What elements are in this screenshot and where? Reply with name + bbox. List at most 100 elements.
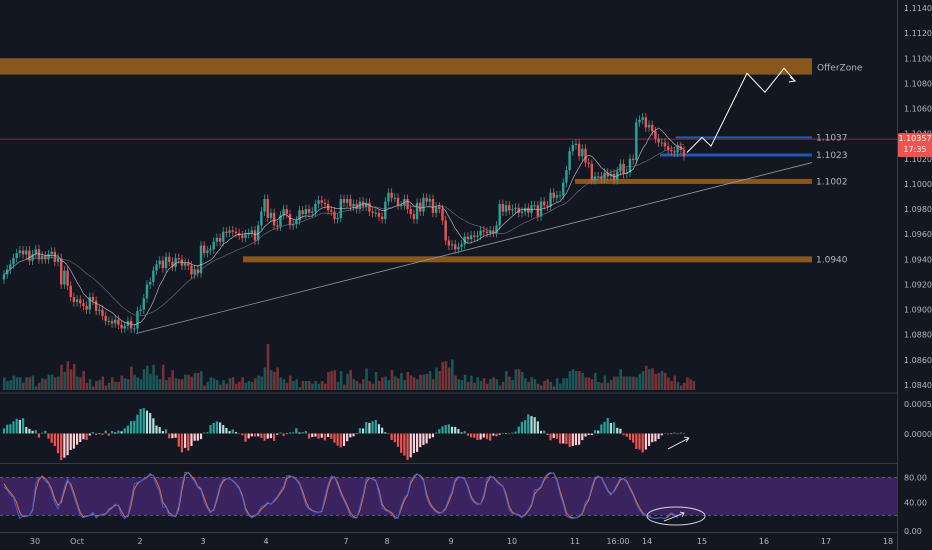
volume-bar (352, 379, 356, 390)
candle-body (117, 319, 120, 325)
macd-histogram-bar (460, 432, 463, 434)
candle-body (406, 199, 409, 210)
volume-bar (495, 379, 499, 390)
macd-histogram-bar (301, 432, 304, 434)
volume-bar (155, 375, 159, 390)
volume-bar (193, 372, 197, 390)
candle-body (59, 258, 63, 285)
candle-body (654, 131, 657, 139)
oversold-highlight-ellipse[interactable] (646, 506, 706, 526)
macd-histogram-bar (152, 418, 155, 434)
projection-path[interactable] (686, 67, 796, 153)
macd-histogram-bar (117, 430, 120, 434)
volume-bar (330, 371, 333, 390)
macd-histogram-bar (558, 433, 562, 444)
price-tick-label: 1.09000 (904, 306, 932, 315)
volume-bar (581, 372, 584, 390)
volume-bar (425, 373, 429, 390)
candle-body (234, 231, 238, 233)
macd-histogram-bar (180, 433, 184, 453)
volume-bar (683, 382, 686, 390)
volume-bar (212, 378, 216, 390)
support-zone-box[interactable] (243, 256, 812, 263)
candle-body (365, 202, 368, 207)
candle-body (422, 197, 425, 212)
volume-bar (536, 383, 540, 390)
volume-bar (343, 384, 346, 390)
volume-bar (482, 378, 486, 390)
candle-body (177, 258, 180, 260)
current-price-tag[interactable] (898, 133, 932, 158)
trendline[interactable] (135, 162, 813, 334)
macd-histogram-bar (88, 433, 91, 436)
macd-histogram-bar (562, 433, 565, 444)
candle-body (190, 265, 193, 275)
candle-body (196, 269, 200, 274)
macd-histogram-bar (609, 423, 613, 434)
macd-histogram-bar (209, 425, 212, 434)
volume-bar (339, 371, 343, 390)
volume-bar (597, 381, 600, 390)
macd-histogram-bar (79, 433, 82, 443)
macd-arrow[interactable] (667, 436, 690, 450)
offer-zone-label: OfferZone (817, 63, 863, 73)
candle-body (320, 200, 323, 203)
macd-histogram-bar (517, 426, 520, 434)
candle-body (272, 212, 276, 226)
macd-histogram-bar (6, 424, 9, 434)
candle-body (44, 255, 47, 260)
volume-bar (648, 369, 651, 390)
volume-bar (476, 377, 480, 390)
candle-body (148, 281, 152, 285)
macd-histogram-bar (184, 433, 187, 448)
macd-histogram-bar (44, 430, 47, 434)
candle-body (171, 261, 174, 267)
macd-histogram-bar (546, 433, 549, 436)
macd-histogram-bar (368, 422, 371, 434)
projection-arrowhead (788, 76, 797, 83)
macd-histogram-bar (18, 419, 21, 434)
macd-histogram-bar (285, 433, 288, 435)
macd-histogram-bar (123, 428, 126, 434)
candle-body (123, 325, 126, 329)
candle-body (450, 244, 454, 246)
stochastic-arrow (663, 511, 685, 522)
candle-body (644, 117, 648, 128)
macd-histogram-bar (104, 430, 107, 434)
candle-body (317, 200, 320, 205)
macd-histogram-bar (400, 433, 403, 453)
offer-zone-box[interactable] (0, 58, 812, 75)
macd-histogram-bar (606, 417, 609, 434)
time-tick-label: 8 (384, 537, 389, 546)
time-tick-label: Oct (70, 537, 84, 546)
macd-histogram-bar (215, 421, 218, 434)
candle-body (628, 158, 632, 173)
candle-body (549, 192, 552, 207)
volume-bar (428, 371, 432, 390)
macd-histogram-bar (501, 433, 504, 434)
current-price-value: 1.10357 (898, 134, 931, 143)
candle-body (133, 328, 136, 330)
macd-histogram-bar (482, 433, 485, 438)
macd-histogram-bar (114, 432, 117, 434)
volume-bar (234, 383, 238, 390)
macd-histogram-bar (390, 433, 393, 441)
candle-body (438, 206, 441, 210)
candle-body (682, 150, 686, 157)
volume-bar (520, 372, 524, 390)
macd-histogram-bar (130, 421, 133, 434)
level-line[interactable] (575, 178, 812, 184)
macd-histogram-bar (327, 433, 330, 437)
macd-histogram-bar (238, 433, 241, 435)
macd-tick-label: 0.00000 (904, 430, 932, 439)
volume-bar (37, 382, 41, 390)
volume-bar (107, 382, 111, 390)
volume-bar (498, 385, 502, 390)
volume-bar (12, 375, 16, 390)
candle-body (399, 205, 403, 207)
candle-body (260, 211, 263, 226)
volume-bar (50, 374, 54, 390)
macd-histogram-bar (387, 433, 390, 435)
candle-body (91, 297, 95, 301)
